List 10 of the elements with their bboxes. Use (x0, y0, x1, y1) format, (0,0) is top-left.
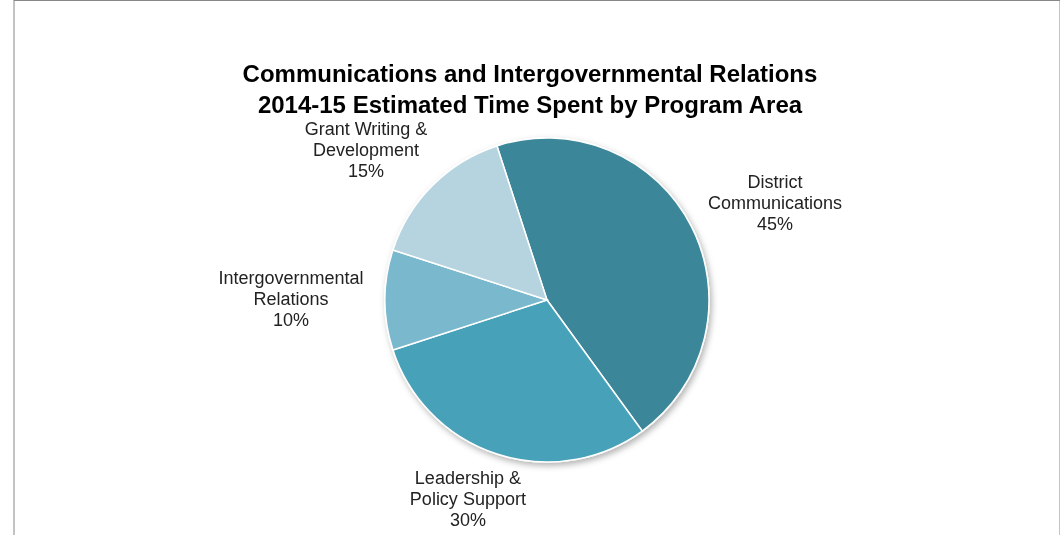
data-label: 45% (757, 214, 794, 235)
data-label: 15% (347, 160, 385, 181)
chart-subtitle: 2014-15 Estimated Time Spent by Program Area (257, 91, 803, 118)
data-label: 30% (449, 510, 486, 531)
slice-label: Leadership & Policy Support (409, 468, 526, 510)
data-label: 10% (273, 309, 310, 330)
slice-label: District Communications (708, 172, 843, 214)
slice-label: Intergovernmental Relations (218, 267, 364, 309)
slice-label: Grant Writing & Development (304, 118, 428, 160)
chart-title: Communications and Intergovernmental Relations (242, 60, 818, 87)
